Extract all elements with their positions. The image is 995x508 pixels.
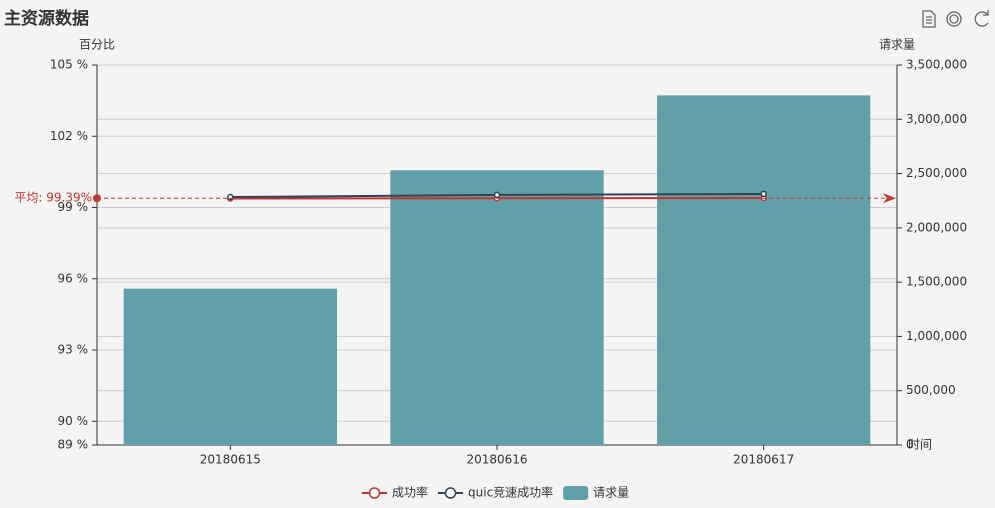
mark-line-label: 平均: 99.39% bbox=[14, 191, 92, 205]
y2-tick-label: 2,500,000 bbox=[906, 166, 967, 180]
legend-label: quic竞速成功率 bbox=[468, 485, 553, 500]
y-tick-label: 99 % bbox=[58, 200, 89, 214]
y2-tick-label: 500,000 bbox=[906, 383, 956, 397]
point bbox=[227, 193, 234, 201]
legend-label: 请求量 bbox=[593, 486, 629, 500]
restore-icon[interactable] bbox=[946, 11, 962, 27]
data-view-icon[interactable] bbox=[922, 10, 936, 28]
y-tick-label: 90 % bbox=[58, 414, 89, 428]
x-tick-label: 20180616 bbox=[466, 453, 527, 467]
legend-swatch-dot bbox=[444, 487, 457, 499]
restore-icon-inner bbox=[949, 14, 959, 24]
bar bbox=[657, 95, 871, 446]
y2-tick-label: 1,500,000 bbox=[906, 275, 967, 289]
legend: 成功率 quic竞速成功率 请求量 bbox=[362, 485, 629, 501]
x-axis-title: 时间 bbox=[908, 438, 932, 452]
y-tick-label: 89 % bbox=[58, 438, 89, 452]
legend-swatch bbox=[563, 486, 589, 500]
legend-item[interactable]: 成功率 bbox=[362, 485, 428, 500]
y-tick-label: 102 % bbox=[50, 129, 88, 143]
toolbox[interactable] bbox=[922, 10, 989, 28]
y2-tick-label: 0 bbox=[906, 438, 914, 452]
y-tick-label: 96 % bbox=[58, 271, 89, 285]
y2-tick-label: 1,000,000 bbox=[906, 329, 967, 343]
point bbox=[493, 191, 501, 199]
x-tick-label: 20180617 bbox=[733, 453, 794, 467]
legend-label: 成功率 bbox=[392, 485, 428, 500]
y2-axis-title: 请求量 bbox=[879, 38, 915, 52]
mark-line-start bbox=[93, 194, 101, 203]
bar bbox=[390, 170, 604, 446]
chart-title: 主资源数据 bbox=[4, 8, 89, 29]
x-tick-label: 20180615 bbox=[200, 453, 261, 467]
y2-tick-label: 3,000,000 bbox=[906, 112, 967, 126]
bar bbox=[123, 288, 338, 445]
y2-tick-label: 2,000,000 bbox=[906, 220, 967, 234]
y2-tick-label: 3,500,000 bbox=[906, 58, 967, 72]
refresh-icon[interactable] bbox=[974, 10, 989, 27]
y-tick-label: 105 % bbox=[50, 58, 88, 72]
legend-item[interactable]: 请求量 bbox=[563, 486, 629, 501]
legend-item[interactable]: quic竞速成功率 bbox=[438, 485, 553, 500]
y-axis-title: 百分比 bbox=[79, 38, 115, 52]
mark-line-arrow bbox=[883, 193, 896, 204]
y-tick-label: 93 % bbox=[58, 343, 89, 357]
legend-swatch-dot bbox=[368, 487, 381, 499]
point bbox=[760, 190, 767, 198]
